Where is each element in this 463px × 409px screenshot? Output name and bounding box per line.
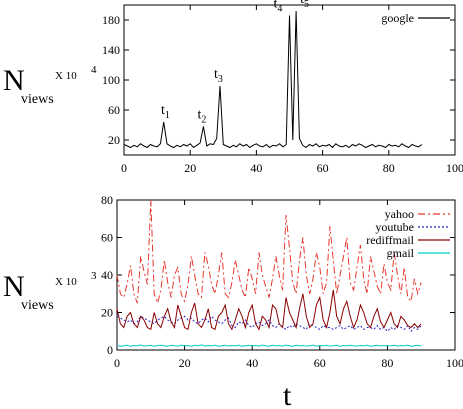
legend-label: youtube	[375, 220, 414, 234]
ylabel-exponent-bottom: 3	[91, 270, 97, 282]
peak-annotation: t3	[214, 67, 223, 85]
series-line-google	[123, 10, 423, 149]
y-tick-label: 20	[108, 133, 120, 147]
x-tick-label: 100	[446, 356, 463, 370]
x-tick-label: 60	[317, 161, 329, 175]
x-tick-label: 100	[446, 161, 463, 175]
series-line-yahoo	[116, 199, 422, 305]
peak-annotation-subscript: 3	[218, 74, 223, 85]
y-tick-label: 140	[102, 43, 120, 57]
y-tick-label: 100	[102, 73, 120, 87]
y-tick-label: 60	[108, 103, 120, 117]
series-line-gmail	[116, 344, 422, 347]
peak-annotation-subscript: 5	[304, 0, 309, 10]
series-layer-bottom	[116, 199, 422, 347]
ylabel-main-top: N	[3, 64, 25, 97]
peak-annotation-subscript: 4	[277, 4, 282, 15]
ylabel-multiplier-bottom: X 10	[55, 276, 77, 288]
ylabel-exponent-top: 4	[91, 64, 97, 76]
legend-label: google	[381, 11, 414, 25]
legend-top: google	[381, 11, 450, 25]
chart-portals: 0 20 40 60 80 100 0 20 40 60 80 yahooyoutuberediff…	[3, 193, 463, 409]
peak-annotation: t4	[274, 0, 283, 15]
y-tick-label: 40	[101, 268, 113, 282]
y-tick-label: 20	[101, 306, 113, 320]
x-tick-label: 80	[383, 161, 395, 175]
y-tick-label: 80	[101, 193, 113, 207]
x-tick-label: 40	[250, 161, 262, 175]
y-tick-label: 0	[107, 343, 113, 357]
x-tick-label: 20	[184, 161, 196, 175]
ylabel-sub-bottom: views	[21, 298, 54, 313]
ylabel-sub-top: views	[21, 92, 54, 107]
series-line-rediffmail	[116, 289, 422, 331]
series-line-youtube	[116, 315, 422, 333]
x-tick-label: 60	[314, 356, 326, 370]
legend-label: rediffmail	[366, 233, 414, 247]
series-layer-top	[123, 10, 423, 149]
x-tick-label: 20	[179, 356, 191, 370]
legend-label: yahoo	[385, 207, 414, 221]
y-tick-label: 180	[102, 13, 120, 27]
peak-annotation: t5	[300, 0, 309, 10]
x-tick-label: 40	[246, 356, 258, 370]
ylabel-multiplier-top: X 10	[55, 70, 77, 82]
peak-annotation-subscript: 1	[165, 110, 170, 121]
peak-annotation-subscript: 2	[201, 115, 206, 126]
legend-label: gmail	[387, 246, 415, 260]
annotations-top: t1 t2 t3 t4 t5	[161, 0, 309, 126]
y-tick-label: 60	[101, 231, 113, 245]
ticks-bottom: 0 20 40 60 80 100 0 20 40 60 80	[101, 193, 463, 370]
xlabel-bottom: t	[283, 379, 292, 409]
peak-annotation: t1	[161, 103, 170, 121]
peak-annotation: t2	[197, 108, 206, 126]
x-tick-label: 0	[114, 356, 120, 370]
x-tick-label: 80	[381, 356, 393, 370]
x-tick-label: 0	[121, 161, 127, 175]
ylabel-main-bottom: N	[3, 270, 25, 303]
